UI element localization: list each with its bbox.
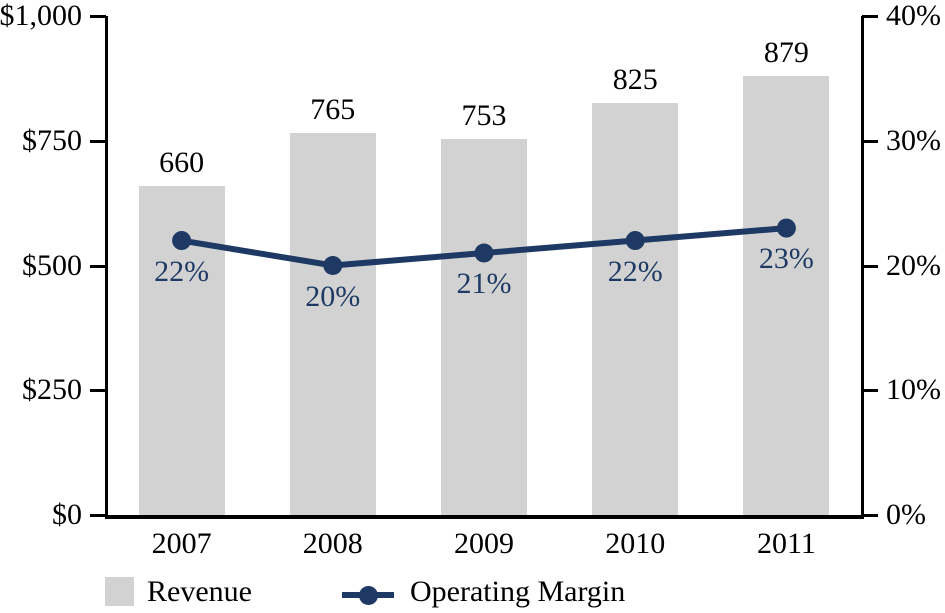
- left-axis-tick: [90, 15, 106, 18]
- bar-2010: [592, 103, 679, 515]
- left-axis-tick: [90, 389, 106, 393]
- bar-2007: [138, 185, 225, 515]
- operating-margin-dot-icon: [359, 586, 378, 605]
- right-axis-tick-label: 0%: [886, 498, 926, 531]
- right-axis-tick-label: 30%: [886, 123, 941, 157]
- right-axis-tick: [862, 514, 878, 517]
- left-y-axis-line: [105, 16, 108, 517]
- left-axis-tick: [90, 514, 106, 517]
- bar-value-label: 660: [159, 145, 205, 179]
- left-axis-tick-label: $750: [22, 123, 82, 157]
- left-axis-tick-label: $250: [22, 373, 82, 407]
- right-axis-tick: [862, 15, 878, 18]
- margin-value-label: 22%: [154, 254, 210, 288]
- x-axis-label-2008: 2008: [302, 527, 363, 560]
- x-axis-label-2010: 2010: [605, 527, 666, 560]
- bar-2011: [743, 76, 830, 515]
- x-axis-label-2011: 2011: [756, 527, 816, 560]
- margin-value-label: 21%: [456, 267, 512, 301]
- bar-value-label: 879: [763, 36, 809, 70]
- x-axis-line: [105, 515, 864, 519]
- bar-value-label: 765: [310, 93, 356, 127]
- left-axis-tick: [90, 264, 106, 268]
- margin-value-label: 23%: [758, 242, 814, 276]
- left-axis-tick-label: $1,000: [0, 0, 82, 32]
- bar-2008: [289, 133, 376, 515]
- margin-value-label: 22%: [607, 254, 663, 288]
- legend-label-operating-margin: Operating Margin: [410, 575, 626, 608]
- legend-label-revenue: Revenue: [147, 575, 252, 608]
- left-axis-tick: [90, 139, 106, 143]
- right-axis-tick: [862, 389, 878, 393]
- left-axis-tick-label: $0: [52, 498, 82, 531]
- right-axis-tick-label: 10%: [886, 373, 941, 407]
- x-axis-label-2009: 2009: [454, 527, 514, 560]
- margin-value-label: 20%: [305, 279, 361, 313]
- bar-value-label: 825: [612, 63, 658, 97]
- bar-2009: [441, 139, 527, 515]
- revenue-swatch-icon: [105, 577, 134, 606]
- right-axis-tick-label: 40%: [886, 0, 941, 32]
- left-axis-tick-label: $500: [22, 248, 82, 282]
- right-axis-tick: [862, 264, 878, 268]
- x-axis-label-2007: 2007: [151, 527, 212, 560]
- right-axis-tick: [862, 139, 878, 143]
- right-axis-tick-label: 20%: [886, 248, 941, 282]
- bar-value-label: 753: [461, 99, 507, 133]
